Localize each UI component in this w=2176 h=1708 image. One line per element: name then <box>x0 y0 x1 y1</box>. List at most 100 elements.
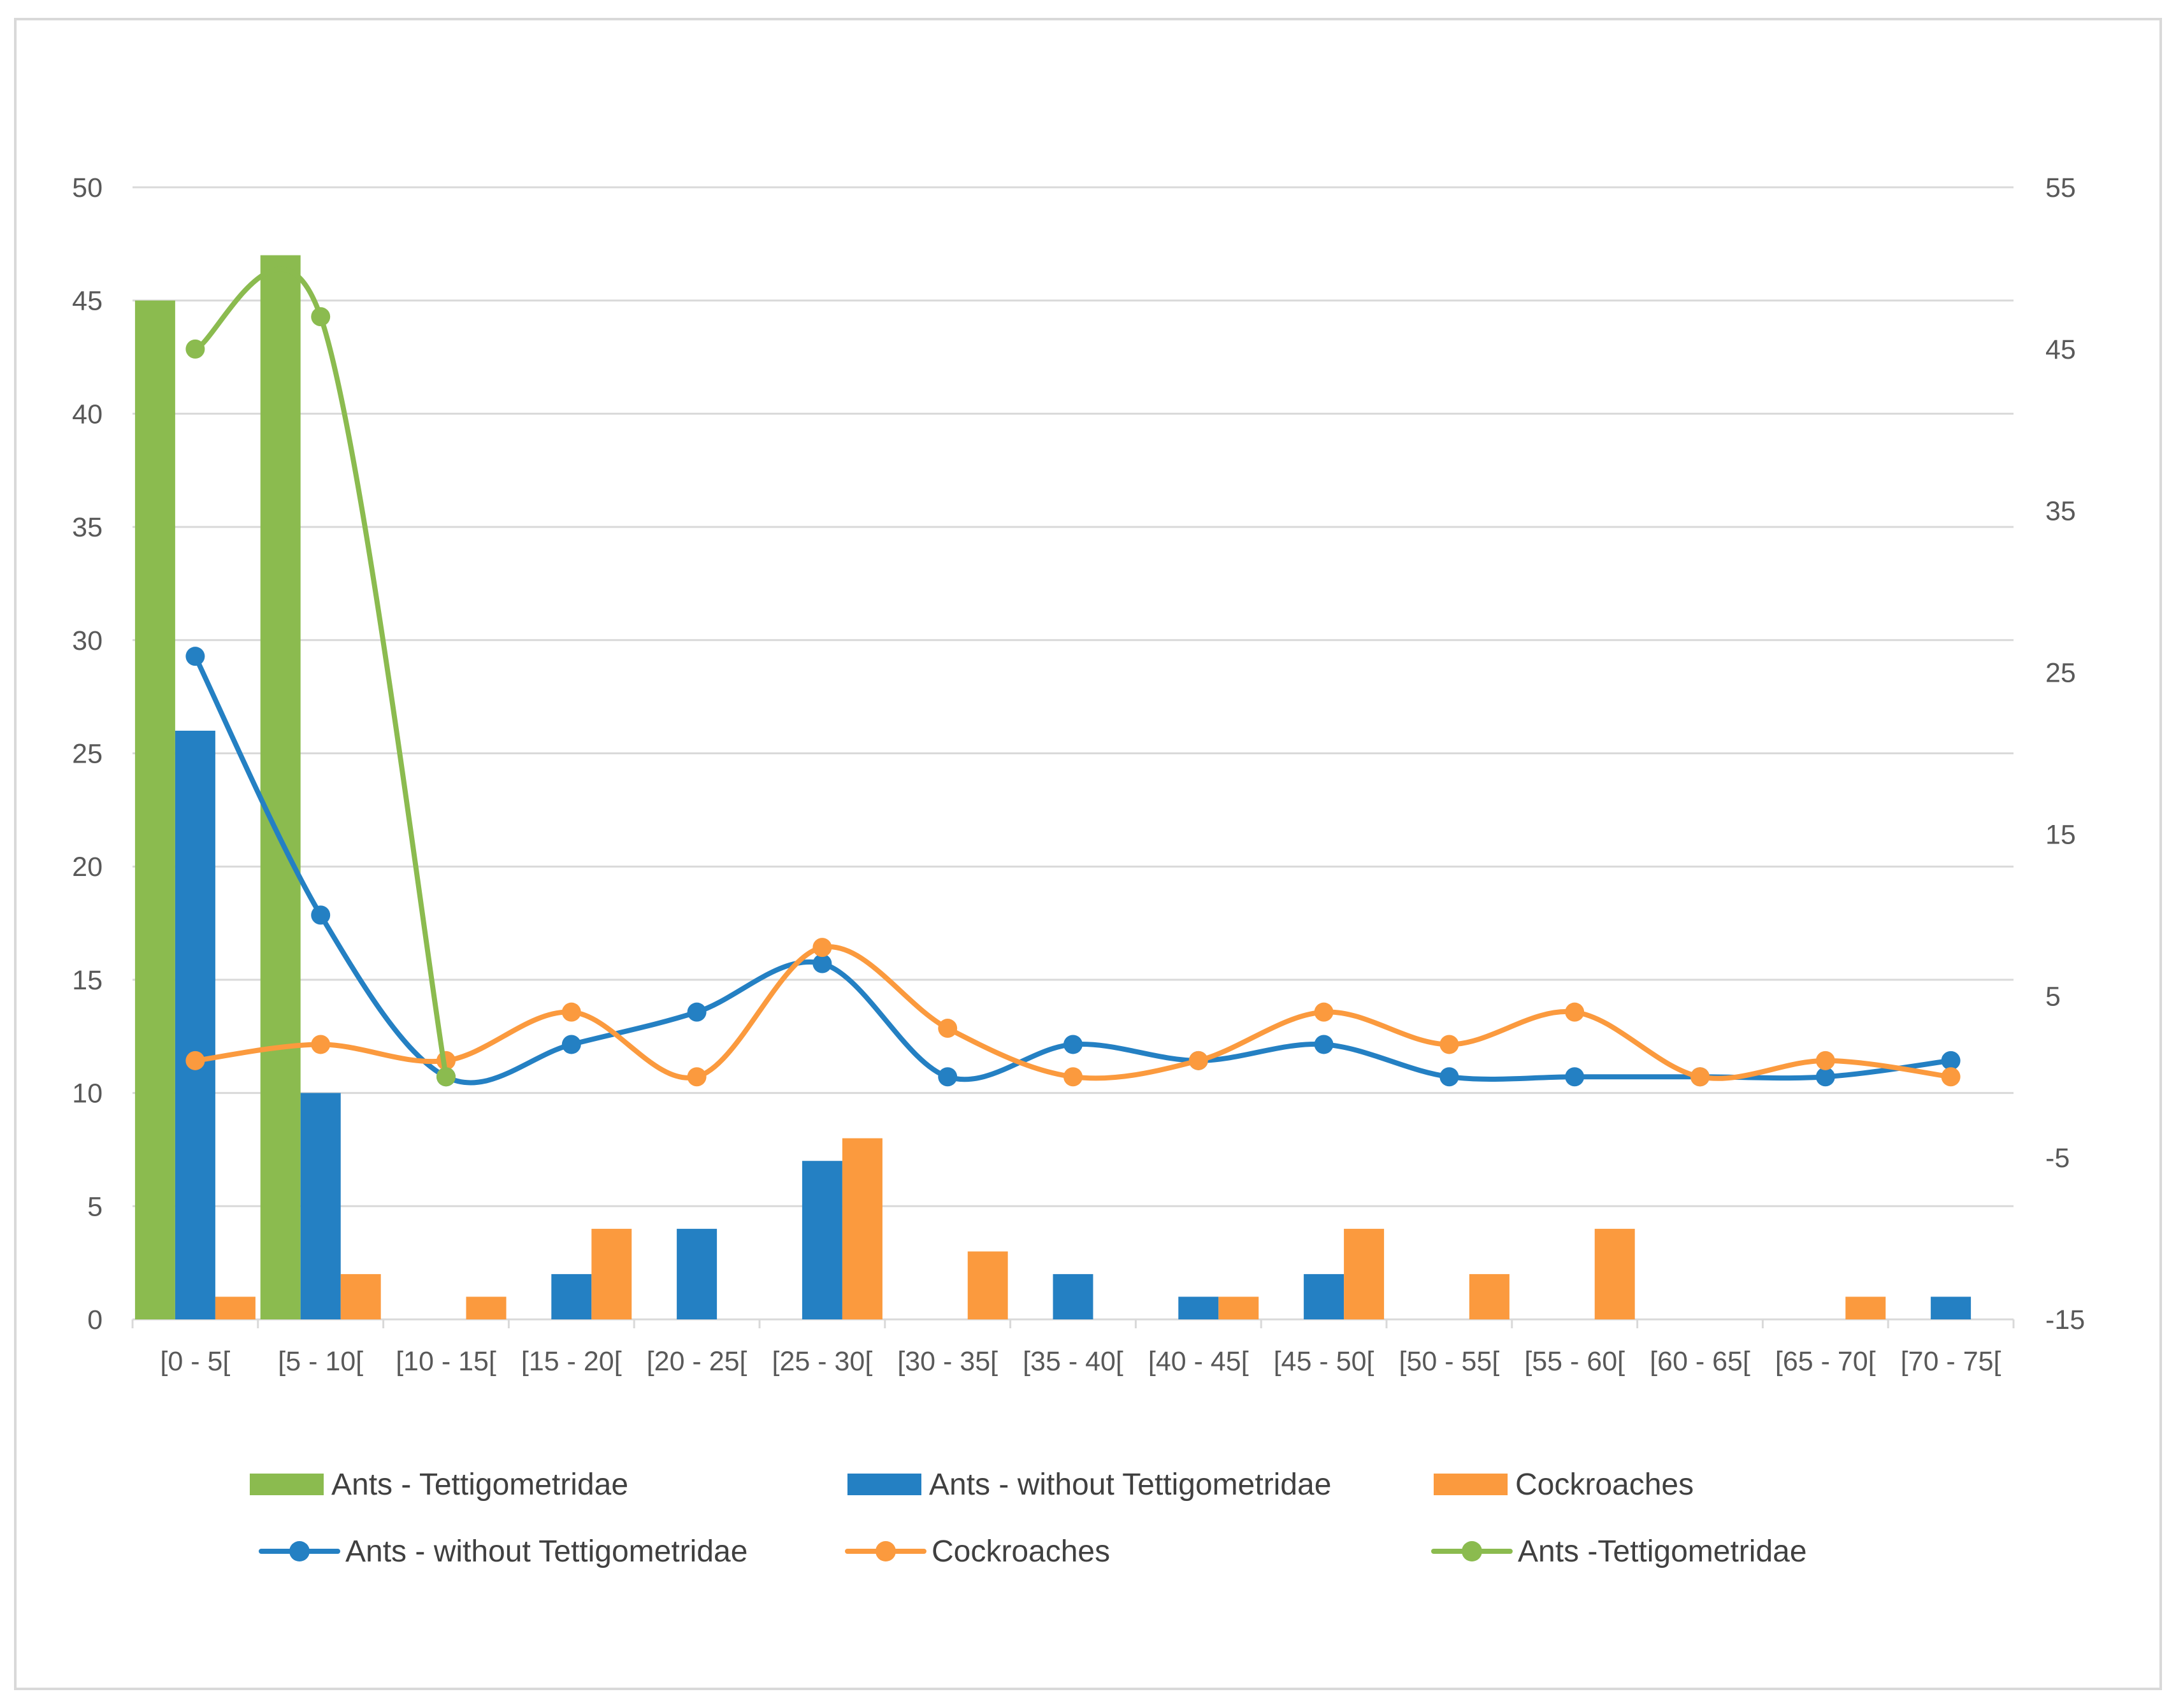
y-tick-label: 5 <box>87 1191 103 1222</box>
legend-marker <box>289 1541 310 1561</box>
x-tick-label: [25 - 30[ <box>772 1346 873 1377</box>
legend-marker <box>1462 1541 1482 1561</box>
y2-tick-label: 35 <box>2045 496 2076 527</box>
chart-frame: 0 5 10 15 20 25 30 35 40 45 50 -15 -5 5 15 25 35 45 55 [0… <box>14 18 2162 1690</box>
legend-label: Ants - Tettigometridae <box>331 1468 628 1502</box>
x-tick-label: [50 - 55[ <box>1399 1346 1500 1377</box>
bar <box>1594 1228 1635 1319</box>
legend-label: Ants - without Tettigometridae <box>345 1535 747 1568</box>
combo-chart: 0 5 10 15 20 25 30 35 40 45 50 -15 -5 5 15 25 35 45 55 [0… <box>72 173 2085 1568</box>
line-point <box>687 1002 707 1022</box>
x-tick-label: [60 - 65[ <box>1650 1346 1750 1377</box>
legend-label: Cockroaches <box>1515 1468 1694 1502</box>
y-tick-label: 35 <box>72 512 103 543</box>
line-point <box>561 1002 581 1022</box>
x-tick-label: [30 - 35[ <box>897 1346 998 1377</box>
y-tick-label: 45 <box>72 286 103 317</box>
bar <box>591 1228 632 1319</box>
line-point <box>561 1035 581 1054</box>
gridlines <box>133 186 2014 1321</box>
line-series <box>185 266 1961 1087</box>
bar <box>466 1296 507 1319</box>
line-point <box>311 307 331 327</box>
y2-tick-label: 5 <box>2045 981 2061 1012</box>
secondary-y-axis: -15 -5 5 15 25 35 45 55 <box>2045 173 2085 1335</box>
x-axis: [0 - 5[ [5 - 10[ [10 - 15[ [15 - 20[ [20 - 2… <box>131 1318 2015 1377</box>
primary-y-axis: 0 5 10 15 20 25 30 35 40 45 50 <box>72 173 103 1335</box>
x-tick-label: [65 - 70[ <box>1775 1346 1876 1377</box>
bar <box>551 1274 592 1319</box>
bar <box>215 1296 256 1319</box>
y-tick-label: 10 <box>72 1079 103 1109</box>
line-point <box>1314 1002 1334 1022</box>
bar <box>300 1093 341 1319</box>
legend-label: Ants -Tettigometridae <box>1518 1535 1807 1568</box>
x-tick-label: [55 - 60[ <box>1524 1346 1625 1377</box>
x-tick-label: [0 - 5[ <box>160 1346 230 1377</box>
line-point <box>185 647 205 666</box>
bar <box>1053 1274 1093 1319</box>
y-tick-label: 40 <box>72 399 103 429</box>
bar <box>175 730 215 1319</box>
legend-swatch <box>250 1474 324 1495</box>
bar <box>1845 1296 1886 1319</box>
bar <box>842 1138 883 1319</box>
line-point <box>311 1035 331 1054</box>
bar <box>1178 1296 1219 1319</box>
y-tick-label: 15 <box>72 965 103 996</box>
bar <box>802 1161 842 1319</box>
line-point <box>1941 1051 1961 1070</box>
legend-label: Ants - without Tettigometridae <box>929 1468 1331 1502</box>
line-point <box>1565 1067 1585 1087</box>
x-tick-label: [20 - 25[ <box>647 1346 747 1377</box>
line-point <box>1063 1067 1083 1087</box>
x-tick-label: [35 - 40[ <box>1023 1346 1123 1377</box>
bar <box>677 1228 717 1319</box>
line-point <box>1815 1051 1835 1070</box>
line-point <box>185 1051 205 1070</box>
bar <box>134 300 175 1320</box>
y-tick-label: 30 <box>72 626 103 656</box>
bar <box>260 255 301 1319</box>
legend-label: Cockroaches <box>932 1535 1110 1568</box>
x-tick-label: [15 - 20[ <box>521 1346 622 1377</box>
line-point <box>1314 1035 1334 1054</box>
legend-swatch <box>1434 1474 1508 1495</box>
line-point <box>1815 1067 1835 1087</box>
line-point <box>185 339 205 359</box>
line-point <box>812 938 832 958</box>
line-point <box>1439 1035 1459 1054</box>
y2-tick-label: 45 <box>2045 334 2076 365</box>
x-tick-label: [40 - 45[ <box>1148 1346 1249 1377</box>
y2-tick-label: 55 <box>2045 173 2076 203</box>
y-tick-label: 25 <box>72 739 103 770</box>
bar <box>1469 1274 1510 1319</box>
line-point <box>1063 1035 1083 1054</box>
line-point <box>1188 1051 1208 1070</box>
bar <box>1344 1228 1385 1319</box>
legend: Ants - Tettigometridae Ants - without Tet… <box>250 1468 1807 1568</box>
y-tick-label: 20 <box>72 852 103 882</box>
bar <box>967 1251 1008 1319</box>
x-tick-label: [10 - 15[ <box>396 1346 496 1377</box>
bar <box>1218 1296 1259 1319</box>
x-tick-label: [5 - 10[ <box>278 1346 363 1377</box>
y2-tick-label: -5 <box>2045 1143 2070 1173</box>
line-point <box>938 1019 958 1038</box>
y-tick-label: 50 <box>72 173 103 203</box>
x-tick-label: [70 - 75[ <box>1901 1346 2001 1377</box>
line-point <box>687 1067 707 1087</box>
line-point <box>1941 1067 1961 1087</box>
series-line <box>192 654 1954 1086</box>
line-point <box>311 905 331 925</box>
line-point <box>436 1067 456 1087</box>
y2-tick-label: 15 <box>2045 819 2076 850</box>
x-tick-label: [45 - 50[ <box>1274 1346 1374 1377</box>
bar-series <box>134 255 1971 1320</box>
y2-tick-label: -15 <box>2045 1305 2085 1335</box>
line-point <box>1690 1067 1710 1087</box>
line-point <box>1439 1067 1459 1087</box>
legend-marker <box>875 1541 896 1561</box>
line-point <box>1565 1002 1585 1022</box>
bar <box>340 1274 381 1319</box>
